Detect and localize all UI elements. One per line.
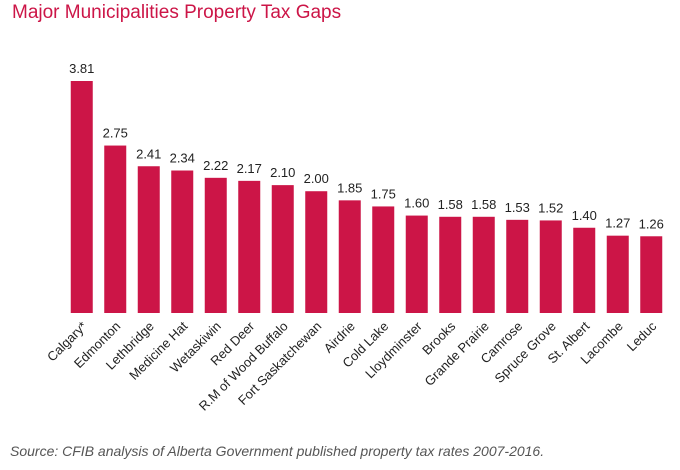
data-label: 3.81 — [69, 61, 94, 76]
data-label: 1.85 — [337, 180, 362, 195]
bar-17 — [640, 236, 663, 313]
bar-12 — [472, 216, 495, 313]
bar-0 — [70, 81, 93, 313]
bar-7 — [305, 191, 328, 313]
bar-chart: 3.81Calgary*2.75Edmonton2.41Lethbridge2.… — [44, 61, 664, 414]
bar-10 — [405, 215, 428, 313]
bar-6 — [271, 185, 294, 313]
bar-15 — [573, 227, 596, 313]
data-label: 2.75 — [103, 126, 128, 141]
data-label: 2.41 — [136, 146, 161, 161]
bar-2 — [137, 166, 160, 313]
data-label: 2.34 — [170, 151, 195, 166]
data-label: 1.27 — [605, 216, 630, 231]
data-label: 2.10 — [270, 165, 295, 180]
data-label: 1.58 — [438, 197, 463, 212]
data-label: 1.52 — [538, 200, 563, 215]
bar-1 — [104, 145, 127, 313]
bar-14 — [539, 220, 562, 313]
data-label: 1.53 — [505, 200, 530, 215]
bar-4 — [204, 177, 227, 313]
data-label: 1.40 — [572, 208, 597, 223]
data-label: 1.60 — [404, 196, 429, 211]
category-label: Leduc — [624, 318, 660, 354]
data-label: 1.58 — [471, 197, 496, 212]
data-label: 2.17 — [237, 161, 262, 176]
bar-13 — [506, 219, 529, 313]
bar-11 — [439, 216, 462, 313]
bar-16 — [606, 235, 629, 313]
data-label: 2.22 — [203, 158, 228, 173]
bar-9 — [372, 206, 395, 313]
bar-3 — [171, 170, 194, 313]
bar-8 — [338, 200, 361, 313]
data-label: 1.75 — [371, 186, 396, 201]
data-label: 1.26 — [639, 216, 664, 231]
data-label: 2.00 — [304, 171, 329, 186]
bar-5 — [238, 180, 261, 313]
source-note: Source: CFIB analysis of Alberta Governm… — [10, 443, 545, 459]
chart-title: Major Municipalities Property Tax Gaps — [12, 2, 342, 23]
